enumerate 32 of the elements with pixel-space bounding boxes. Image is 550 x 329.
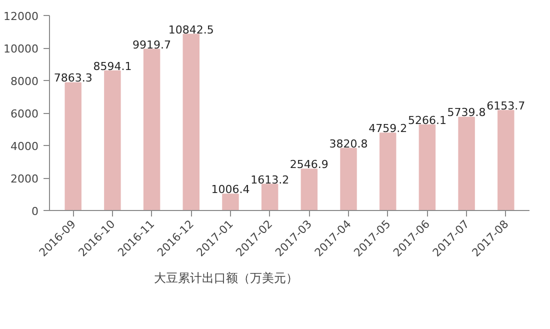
y-tick-label: 0 [32,205,38,218]
bar [458,116,475,210]
data-label: 7863.3 [54,72,92,85]
y-tick-label: 8000 [10,75,39,88]
bar [340,148,357,210]
data-label: 6153.7 [486,100,526,112]
bar [300,168,318,210]
bar [261,184,278,210]
data-label: 5739.8 [447,106,486,120]
data-label: 9919.7 [132,38,172,52]
data-label: 2546.9 [290,158,328,172]
data-label: 3820.8 [329,137,368,150]
data-label: 4759.2 [368,122,408,136]
bar [143,48,160,210]
y-tick-label: 6000 [10,108,39,120]
bar [498,110,514,210]
data-label: 1006.4 [211,183,250,196]
data-label: 5266.1 [408,114,446,127]
data-label: 10842.5 [168,23,214,36]
data-label: 1613.2 [250,173,290,186]
bar [104,70,121,210]
bar [379,132,396,210]
y-tick-label: 10000 [4,42,39,56]
y-tick-label: 4000 [10,140,39,153]
text: 大豆累计出口额（万美元） [154,270,298,287]
bar [182,34,200,210]
bar [222,194,239,210]
bar [64,82,82,210]
y-tick-label: 12000 [4,10,39,23]
y-tick-label: 2000 [10,172,39,186]
data-label: 8594.1 [93,60,132,73]
bar [418,124,436,210]
